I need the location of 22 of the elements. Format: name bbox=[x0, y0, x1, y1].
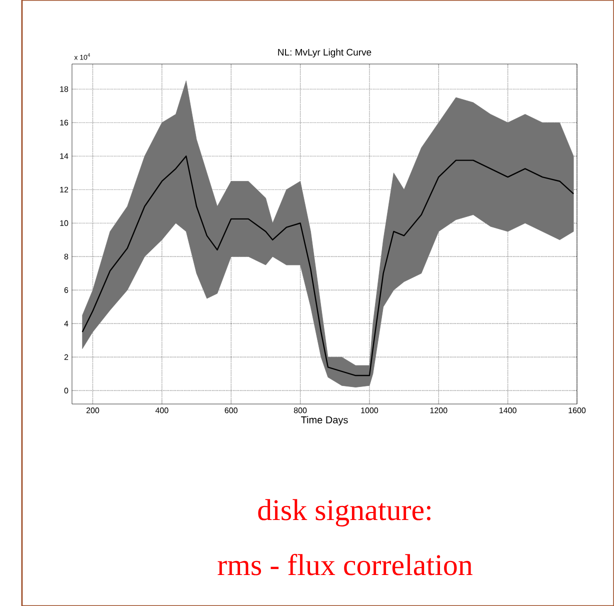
chart-title: NL: MvLyr Light Curve bbox=[278, 48, 372, 58]
y-tick-label: 4 bbox=[64, 320, 68, 326]
x-tick-label: 600 bbox=[224, 408, 238, 414]
y-tick-label: 16 bbox=[60, 120, 68, 126]
x-tick-label: 800 bbox=[294, 408, 307, 414]
y-tick-label: 10 bbox=[60, 220, 68, 226]
x-axis-title: Time Days bbox=[301, 416, 348, 426]
y-tick-label: 14 bbox=[60, 153, 68, 159]
y-tick-label: 12 bbox=[60, 186, 68, 192]
x-tick-label: 1400 bbox=[500, 408, 516, 414]
text: disk signature: bbox=[258, 499, 430, 526]
x-tick-label: 200 bbox=[86, 408, 100, 414]
y-tick-label: 2 bbox=[64, 354, 68, 360]
x-tick-label: 400 bbox=[155, 408, 168, 414]
x-tick-label: 1600 bbox=[568, 408, 586, 414]
y-tick-label: 18 bbox=[60, 86, 68, 92]
y-tick-label: 6 bbox=[64, 287, 68, 293]
x-tick-label: 1000 bbox=[361, 408, 378, 414]
y-tick-label: 8 bbox=[64, 254, 68, 260]
x-tick-label: 1200 bbox=[430, 408, 448, 414]
y-tick-label: 0 bbox=[64, 388, 68, 394]
text: rms - flux correlation bbox=[218, 554, 472, 576]
